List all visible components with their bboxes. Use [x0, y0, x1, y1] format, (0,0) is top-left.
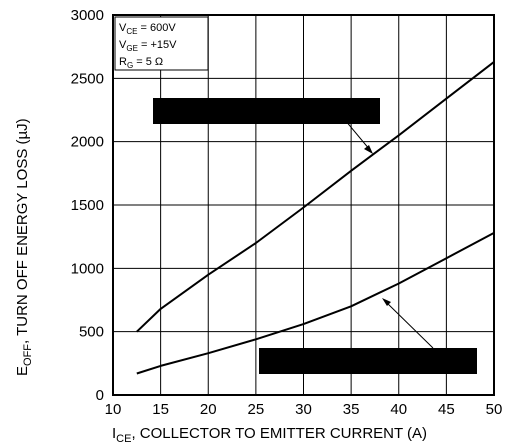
y-tick-label: 3000 — [71, 7, 104, 24]
x-tick-label: 10 — [105, 401, 122, 418]
series-line-2 — [136, 232, 495, 375]
x-tick-labels: 10 15 20 25 30 35 40 45 50 — [105, 401, 503, 418]
y-tick-label: 500 — [79, 324, 104, 341]
x-tick-label: 40 — [390, 401, 407, 418]
condition-vge: VGE = +15V — [119, 39, 177, 53]
x-tick-label: 30 — [295, 401, 312, 418]
plot-frame — [112, 14, 495, 396]
condition-vce: VCE = 600V — [119, 22, 176, 36]
series-lines — [136, 61, 495, 375]
x-tick-label: 35 — [343, 401, 360, 418]
y-tick-labels: 0 500 1000 1500 2000 2500 3000 — [71, 7, 104, 404]
redacted-label-lower — [259, 348, 477, 374]
x-axis-title: ICE, COLLECTOR TO EMITTER CURRENT (A) — [112, 425, 427, 445]
x-tick-label: 45 — [438, 401, 455, 418]
leader-arrow-upper — [344, 119, 373, 154]
condition-rg: RG = 5 Ω — [119, 56, 163, 70]
x-tick-label: 25 — [248, 401, 265, 418]
redacted-label-upper — [153, 98, 380, 124]
y-tick-label: 1000 — [71, 260, 104, 277]
x-tick-label: 15 — [152, 401, 169, 418]
conditions-box: VCE = 600V VGE = +15V RG = 5 Ω — [114, 16, 209, 71]
y-tick-label: 1500 — [71, 197, 104, 214]
grid-lines — [113, 15, 494, 395]
y-axis-title: EOFF, TURN OFF ENERGY LOSS (µJ) — [14, 118, 34, 376]
y-tick-label: 2500 — [71, 70, 104, 87]
y-tick-label: 0 — [96, 387, 104, 404]
x-tick-label: 50 — [486, 401, 503, 418]
y-tick-label: 2000 — [71, 134, 104, 151]
x-tick-label: 20 — [200, 401, 217, 418]
leader-arrow-lower — [382, 298, 434, 349]
series-line-1 — [136, 61, 495, 333]
